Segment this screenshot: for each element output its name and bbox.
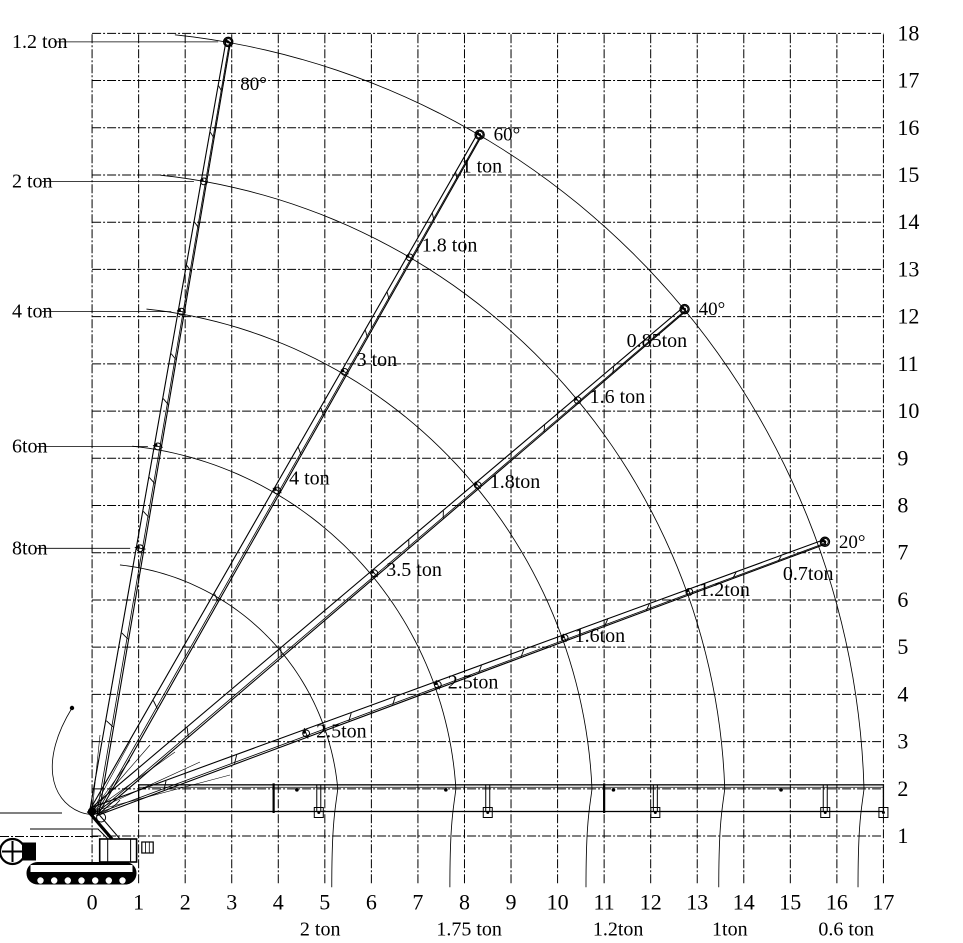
svg-text:15: 15 <box>897 162 919 187</box>
svg-text:80°: 80° <box>240 74 267 95</box>
svg-text:5: 5 <box>319 889 330 914</box>
svg-text:13: 13 <box>686 889 708 914</box>
svg-text:17: 17 <box>872 889 894 914</box>
svg-text:9: 9 <box>506 889 517 914</box>
svg-text:1.8 ton: 1.8 ton <box>422 234 478 256</box>
svg-text:2.5ton: 2.5ton <box>316 720 367 742</box>
svg-text:0: 0 <box>87 889 98 914</box>
svg-text:4: 4 <box>897 681 908 706</box>
svg-text:15: 15 <box>779 889 801 914</box>
svg-text:18: 18 <box>897 20 919 45</box>
svg-text:14: 14 <box>733 889 755 914</box>
svg-text:1.8ton: 1.8ton <box>490 471 541 493</box>
svg-text:1: 1 <box>897 823 908 848</box>
svg-text:3.5 ton: 3.5 ton <box>386 559 442 581</box>
svg-text:1.6 ton: 1.6 ton <box>590 386 646 408</box>
svg-text:10: 10 <box>897 398 919 423</box>
svg-text:3: 3 <box>897 729 908 754</box>
svg-text:20°: 20° <box>839 532 866 553</box>
svg-text:5: 5 <box>897 634 908 659</box>
svg-text:8: 8 <box>459 889 470 914</box>
svg-text:4: 4 <box>273 889 284 914</box>
svg-text:11: 11 <box>594 889 615 914</box>
svg-text:17: 17 <box>897 68 919 93</box>
svg-text:1.2ton: 1.2ton <box>699 579 750 601</box>
svg-text:3: 3 <box>226 889 237 914</box>
svg-text:12: 12 <box>640 889 662 914</box>
svg-text:14: 14 <box>897 209 919 234</box>
svg-text:1.75 ton: 1.75 ton <box>436 918 502 940</box>
svg-text:1ton: 1ton <box>712 918 748 940</box>
svg-text:1: 1 <box>133 889 144 914</box>
svg-text:8: 8 <box>897 493 908 518</box>
svg-text:11: 11 <box>897 351 918 376</box>
svg-text:40°: 40° <box>699 299 726 320</box>
svg-text:1.2ton: 1.2ton <box>593 918 644 940</box>
svg-text:2: 2 <box>180 889 191 914</box>
svg-text:4 ton: 4 ton <box>289 468 330 490</box>
svg-text:10: 10 <box>547 889 569 914</box>
svg-text:13: 13 <box>897 256 919 281</box>
svg-text:16: 16 <box>897 115 919 140</box>
svg-text:2.5ton: 2.5ton <box>448 672 499 694</box>
svg-text:1.6ton: 1.6ton <box>575 625 626 647</box>
svg-text:60°: 60° <box>494 125 521 146</box>
svg-text:1 ton: 1 ton <box>462 156 503 178</box>
svg-text:12: 12 <box>897 304 919 329</box>
svg-text:7: 7 <box>897 540 908 565</box>
svg-text:6: 6 <box>366 889 377 914</box>
svg-text:16: 16 <box>826 889 848 914</box>
svg-text:0.7ton: 0.7ton <box>783 563 834 585</box>
svg-text:7: 7 <box>412 889 423 914</box>
svg-text:2 ton: 2 ton <box>300 918 341 940</box>
svg-text:9: 9 <box>897 445 908 470</box>
svg-text:0.6 ton: 0.6 ton <box>818 918 874 940</box>
svg-text:6: 6 <box>897 587 908 612</box>
svg-text:0.85ton: 0.85ton <box>627 330 688 352</box>
svg-text:3 ton: 3 ton <box>357 349 398 371</box>
svg-text:2: 2 <box>897 776 908 801</box>
